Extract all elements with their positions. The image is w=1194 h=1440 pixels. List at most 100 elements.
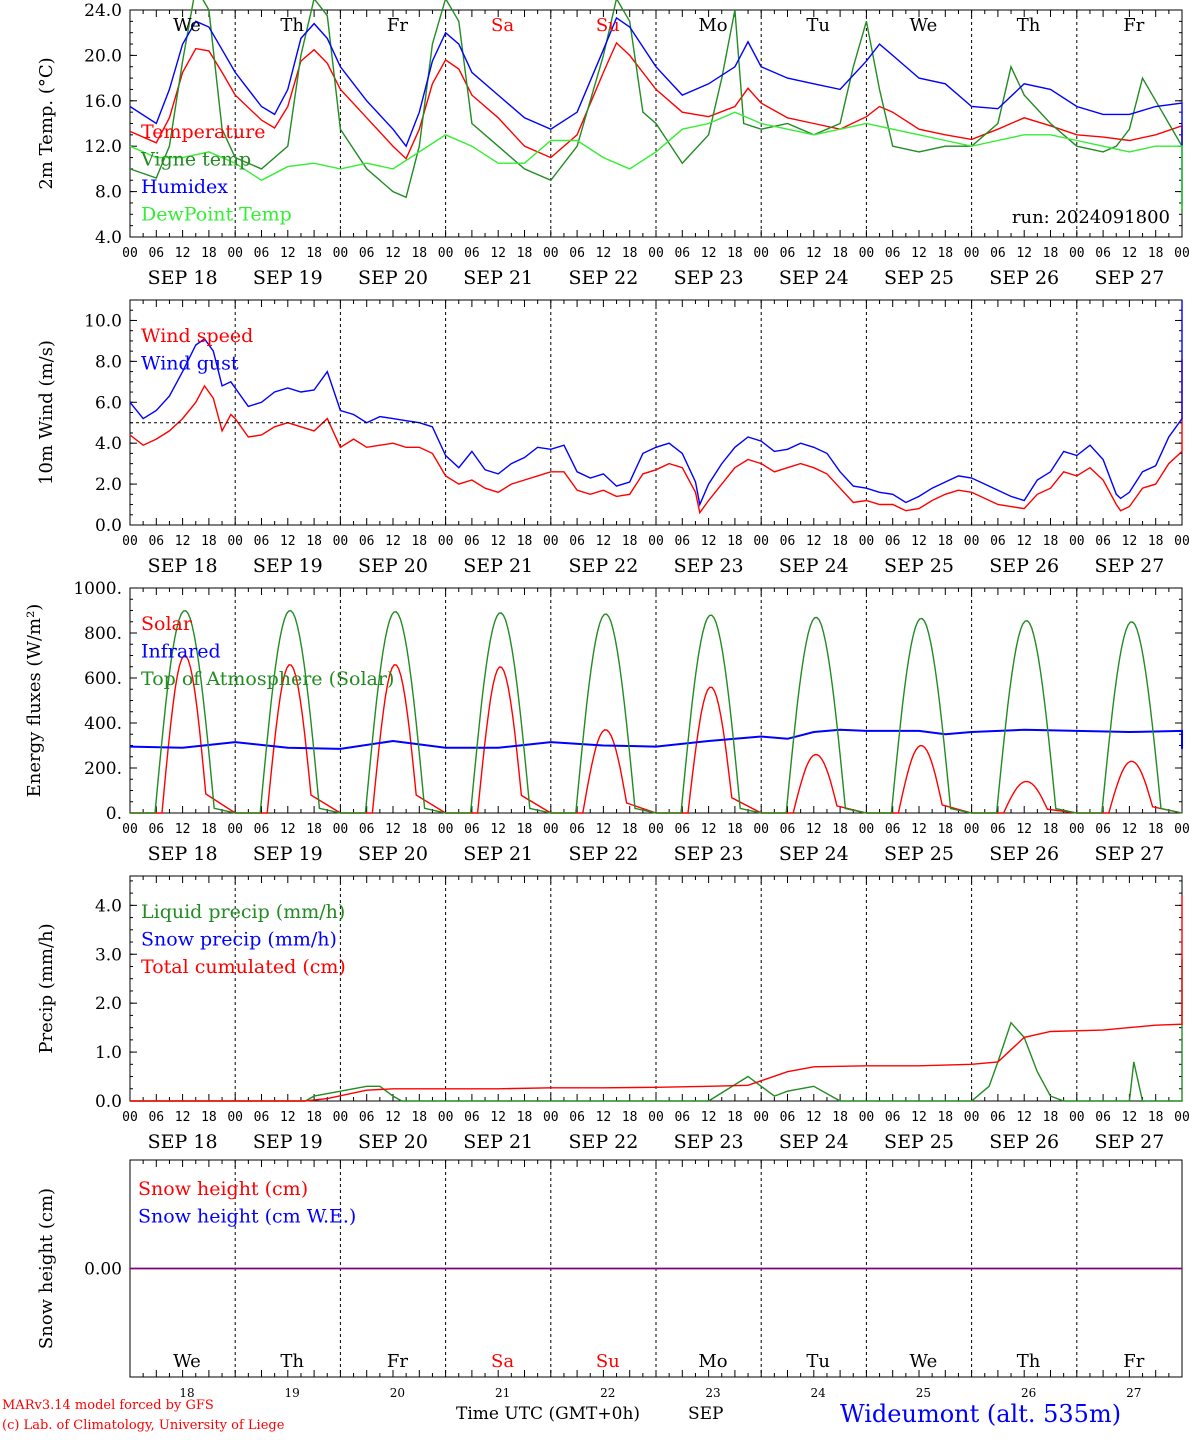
- y-tick-label: 0.0: [95, 516, 122, 536]
- date-label: SEP 23: [674, 1131, 744, 1153]
- y-tick-label: 200.: [84, 759, 122, 779]
- hour-label: 00: [227, 1110, 243, 1125]
- hour-label: 12: [701, 246, 717, 261]
- hour-label: 12: [385, 534, 401, 549]
- hour-label: 06: [148, 246, 164, 261]
- legend-entry: Solar: [141, 613, 193, 635]
- run-label: run: 2024091800: [1012, 207, 1170, 228]
- hour-label: 12: [806, 534, 822, 549]
- y-tick-label: 8.0: [95, 352, 122, 372]
- date-label: SEP 18: [148, 555, 218, 577]
- day-name: We: [173, 1351, 201, 1372]
- hour-label: 18: [832, 246, 848, 261]
- date-label: SEP 27: [1094, 843, 1164, 865]
- day-number: 22: [600, 1386, 615, 1400]
- date-label: SEP 21: [463, 1131, 533, 1153]
- series-line: [129, 16, 1183, 206]
- date-label: SEP 19: [253, 1131, 323, 1153]
- day-name: Fr: [387, 1351, 408, 1372]
- series-line: [130, 959, 1183, 1102]
- hour-label: 00: [543, 246, 559, 261]
- hour-label: 00: [859, 534, 875, 549]
- day-number: 18: [179, 1386, 194, 1400]
- y-tick-label: 1.0: [95, 1043, 122, 1063]
- hour-label: 06: [254, 822, 270, 837]
- legend-entry: Snow precip (mm/h): [141, 929, 337, 951]
- energy-panel: 0. 200. 400. 600. 800. 1000. Energy fluxes (W/…: [24, 579, 1190, 865]
- hour-label: 12: [175, 822, 191, 837]
- hour-label: 06: [254, 1110, 270, 1125]
- hour-label: 12: [1122, 246, 1138, 261]
- day-name: We: [173, 15, 201, 36]
- date-label: SEP 26: [989, 555, 1059, 577]
- hour-label: 12: [385, 1110, 401, 1125]
- snow-panel-ylabel: Snow height (cm): [36, 1188, 57, 1349]
- day-number: 19: [285, 1386, 300, 1400]
- hour-label: 12: [280, 534, 296, 549]
- hour-label: 12: [596, 822, 612, 837]
- hour-label: 12: [911, 822, 927, 837]
- hour-label: 06: [885, 822, 901, 837]
- hour-label: 12: [596, 1110, 612, 1125]
- hour-label: 06: [569, 246, 585, 261]
- day-name: Th: [280, 1351, 304, 1372]
- hour-label: 00: [1174, 822, 1190, 837]
- hour-label: 06: [464, 534, 480, 549]
- hour-label: 06: [780, 1110, 796, 1125]
- y-tick-label: 0.: [106, 804, 122, 824]
- hour-label: 06: [464, 822, 480, 837]
- hour-label: 12: [806, 1110, 822, 1125]
- hour-label: 18: [201, 1110, 217, 1125]
- hour-label: 00: [438, 246, 454, 261]
- hour-label: 18: [201, 822, 217, 837]
- hour-label: 06: [464, 246, 480, 261]
- date-label: SEP 20: [358, 843, 428, 865]
- hour-label: 06: [359, 1110, 375, 1125]
- hour-label: 18: [622, 1110, 638, 1125]
- hour-label: 00: [753, 822, 769, 837]
- month-label: SEP: [688, 1404, 724, 1424]
- hour-label: 00: [859, 822, 875, 837]
- day-name: We: [910, 1351, 938, 1372]
- hour-label: 00: [1069, 246, 1085, 261]
- day-name: Sa: [491, 1351, 514, 1372]
- model-credit-line-1: MARv3.14 model forced by GFS: [2, 1398, 214, 1413]
- y-tick-label: 3.0: [95, 945, 122, 965]
- date-label: SEP 21: [463, 843, 533, 865]
- hour-label: 12: [490, 1110, 506, 1125]
- hour-label: 00: [859, 1110, 875, 1125]
- hour-label: 00: [227, 246, 243, 261]
- hour-label: 06: [780, 246, 796, 261]
- hour-label: 18: [727, 534, 743, 549]
- y-tick-label: 6.0: [95, 393, 122, 413]
- day-name: Fr: [1123, 1351, 1144, 1372]
- hour-label: 00: [1174, 246, 1190, 261]
- hour-label: 06: [1095, 246, 1111, 261]
- hour-label: 00: [648, 534, 664, 549]
- hour-label: 06: [885, 1110, 901, 1125]
- date-label: SEP 19: [253, 555, 323, 577]
- hour-label: 12: [490, 822, 506, 837]
- hour-label: 06: [148, 822, 164, 837]
- y-tick-label: 8.0: [95, 183, 122, 203]
- date-label: SEP 24: [779, 843, 849, 865]
- hour-label: 12: [175, 246, 191, 261]
- series-line: [129, 728, 1183, 750]
- hour-label: 00: [648, 246, 664, 261]
- legend-entry: Vigne temp: [140, 149, 251, 171]
- date-label: SEP 22: [568, 267, 638, 289]
- date-label: SEP 25: [884, 267, 954, 289]
- date-label: SEP 23: [674, 267, 744, 289]
- hour-label: 00: [438, 1110, 454, 1125]
- hour-label: 18: [1043, 1110, 1059, 1125]
- hour-label: 12: [490, 246, 506, 261]
- legend-entry: Top of Atmosphere (Solar): [141, 668, 394, 690]
- y-tick-label: 4.0: [95, 896, 122, 916]
- hour-label: 12: [911, 246, 927, 261]
- hour-label: 18: [411, 534, 427, 549]
- y-tick-label: 400.: [84, 714, 122, 734]
- hour-label: 06: [359, 246, 375, 261]
- precip-panel-ylabel: Precip (mm/h): [36, 923, 57, 1053]
- hour-label: 12: [280, 1110, 296, 1125]
- hour-label: 12: [1122, 534, 1138, 549]
